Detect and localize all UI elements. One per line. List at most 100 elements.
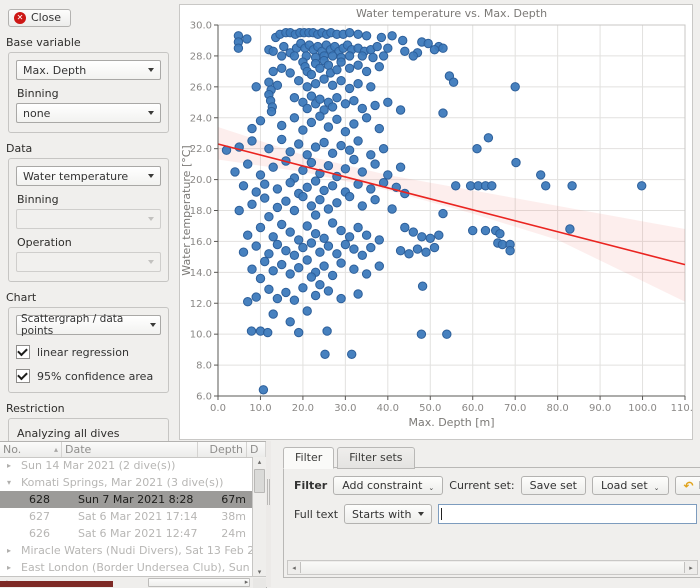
column-header-duration[interactable]: D <box>247 442 266 457</box>
svg-text:30.0: 30.0 <box>334 403 356 414</box>
panel-splitter[interactable] <box>266 441 271 587</box>
scroll-down-icon[interactable]: ▾ <box>257 568 262 576</box>
confidence-area-checkbox[interactable]: 95% confidence area <box>16 369 161 383</box>
svg-text:14.0: 14.0 <box>190 268 212 279</box>
svg-text:12.0: 12.0 <box>190 299 212 310</box>
dive-date: Sun 7 Mar 2021 8:28 <box>78 493 194 506</box>
tab-filter[interactable]: Filter <box>283 447 335 469</box>
horizontal-scrollbar-thumb[interactable] <box>148 578 250 587</box>
chevron-down-icon <box>148 174 154 178</box>
chart-type-value: Scattergraph / data points <box>21 313 124 337</box>
base-binning-label: Binning <box>17 87 59 100</box>
dive-list-vertical-scrollbar[interactable]: ▴ ▾ <box>252 457 266 577</box>
undo-icon: ↶ <box>683 478 694 493</box>
svg-text:20.0: 20.0 <box>190 175 212 186</box>
scroll-up-icon[interactable]: ▴ <box>257 458 262 466</box>
svg-text:30.0: 30.0 <box>190 21 212 32</box>
column-number-label: No. <box>3 443 22 456</box>
tab-filter-sets[interactable]: Filter sets <box>337 447 415 469</box>
filter-panel: Filter Filter sets Filter Add constraint… <box>271 441 700 587</box>
dive-number: 626 <box>29 527 50 540</box>
trip-row[interactable]: ▸ East London (Border Undersea Club), Sun… <box>0 559 253 576</box>
scroll-right-icon[interactable]: ▸ <box>244 578 249 586</box>
data-group: Water temperature Binning Operation <box>8 158 169 282</box>
data-variable-select[interactable]: Water temperature <box>16 166 161 186</box>
collapsed-icon: ▸ <box>7 546 12 555</box>
svg-text:18.0: 18.0 <box>190 206 212 217</box>
column-header-number[interactable]: No. ▴ <box>0 442 62 457</box>
trip-label: Komati Springs, Mar 2021 (3 dive(s)) <box>21 476 224 489</box>
reset-filter-button[interactable]: ↶ Reset <box>674 476 700 495</box>
dive-depth: 38m <box>221 510 246 523</box>
base-variable-section-label: Base variable <box>6 36 81 49</box>
base-binning-select[interactable]: none <box>16 103 161 123</box>
column-header-depth[interactable]: Depth <box>198 442 247 457</box>
svg-text:20.0: 20.0 <box>292 403 314 414</box>
svg-text:40.0: 40.0 <box>377 403 399 414</box>
svg-text:8.0: 8.0 <box>196 361 212 372</box>
trip-label: East London (Border Undersea Club), Sun … <box>21 561 253 574</box>
bottom-red-bar <box>0 581 113 587</box>
svg-text:50.0: 50.0 <box>419 403 441 414</box>
menu-indicator-icon: ⌄ <box>653 484 660 492</box>
restriction-section-label: Restriction <box>6 402 65 415</box>
dive-row[interactable]: 627 Sat 6 Mar 2021 17:14 38m <box>0 508 253 525</box>
dive-number: 627 <box>29 510 50 523</box>
chart-type-select[interactable]: Scattergraph / data points <box>16 313 161 337</box>
data-section-label: Data <box>6 142 33 155</box>
column-header-date[interactable]: Date <box>62 442 198 457</box>
match-mode-select[interactable]: Starts with <box>344 504 433 524</box>
match-mode-value: Starts with <box>352 507 412 521</box>
collapsed-icon: ▸ <box>7 461 12 470</box>
data-binning-select <box>16 209 161 229</box>
dive-date: Sat 6 Mar 2021 17:14 <box>78 510 198 523</box>
dive-depth: 67m <box>221 493 246 506</box>
dive-row[interactable]: 626 Sat 6 Mar 2021 12:47 24m <box>0 525 253 542</box>
full-text-input[interactable] <box>442 507 696 521</box>
svg-text:10.0: 10.0 <box>190 330 212 341</box>
add-constraint-button[interactable]: Add constraint ⌄ <box>333 476 444 495</box>
trip-row[interactable]: ▸ Miracle Waters (Nudi Divers), Sat 13 Fe… <box>0 542 253 559</box>
filter-tabs: Filter Filter sets <box>283 447 418 469</box>
save-set-button[interactable]: Save set <box>520 476 586 495</box>
svg-text:60.0: 60.0 <box>462 403 484 414</box>
chevron-down-icon <box>148 217 154 221</box>
operation-label: Operation <box>17 236 72 249</box>
close-icon: ✕ <box>14 11 26 24</box>
trip-label: Sun 14 Mar 2021 (2 dive(s)) <box>21 459 176 472</box>
svg-text:80.0: 80.0 <box>547 403 569 414</box>
chevron-down-icon <box>148 111 154 115</box>
scatter-chart: 0.0 10.0 20.0 30.0 40.0 50.0 60.0 70.0 80.0 90.0 1… <box>179 4 693 440</box>
close-statistics-button[interactable]: ✕ Close <box>8 9 71 27</box>
base-variable-select[interactable]: Max. Depth <box>16 60 161 80</box>
trip-row[interactable]: ▸ Sun 14 Mar 2021 (2 dive(s)) <box>0 457 253 474</box>
full-text-input-wrap <box>438 504 697 524</box>
dive-row[interactable]: 628 Sun 7 Mar 2021 8:28 67m <box>0 491 253 508</box>
scroll-right-icon[interactable]: ▸ <box>689 563 693 572</box>
filter-scrollbar-thumb[interactable] <box>300 562 685 573</box>
add-constraint-label: Add constraint <box>342 479 423 492</box>
dive-list-header: No. ▴ Date Depth D <box>0 442 266 458</box>
filter-label: Filter <box>294 479 328 492</box>
scrollbar-corner <box>253 578 266 588</box>
scatter-chart-canvas: 0.0 10.0 20.0 30.0 40.0 50.0 60.0 70.0 80.0 90.0 1… <box>180 7 692 429</box>
checkbox-checked-icon <box>16 345 30 359</box>
chevron-down-icon <box>148 68 154 72</box>
linear-regression-checkbox[interactable]: linear regression <box>16 345 161 359</box>
svg-text:24.0: 24.0 <box>190 113 212 124</box>
filter-horizontal-scrollbar[interactable]: ◂ ▸ <box>287 560 698 575</box>
menu-indicator-icon: ⌄ <box>428 484 435 492</box>
base-variable-group: Max. Depth Binning none <box>8 52 169 133</box>
scroll-left-icon[interactable]: ◂ <box>292 563 296 572</box>
svg-text:22.0: 22.0 <box>190 144 212 155</box>
vertical-scrollbar-thumb[interactable] <box>254 469 265 493</box>
svg-text:26.0: 26.0 <box>190 82 212 93</box>
svg-text:Water temperature [°C]: Water temperature [°C] <box>180 145 193 275</box>
load-set-button[interactable]: Load set ⌄ <box>591 476 669 495</box>
svg-text:16.0: 16.0 <box>190 237 212 248</box>
filter-toolbar: Filter Add constraint ⌄ Current set: Sav… <box>294 476 700 495</box>
trip-row[interactable]: ▾ Komati Springs, Mar 2021 (3 dive(s)) <box>0 474 253 491</box>
load-set-label: Load set <box>600 479 648 492</box>
dive-list-rows: ▸ Sun 14 Mar 2021 (2 dive(s)) ▾ Komati Spri… <box>0 457 253 577</box>
